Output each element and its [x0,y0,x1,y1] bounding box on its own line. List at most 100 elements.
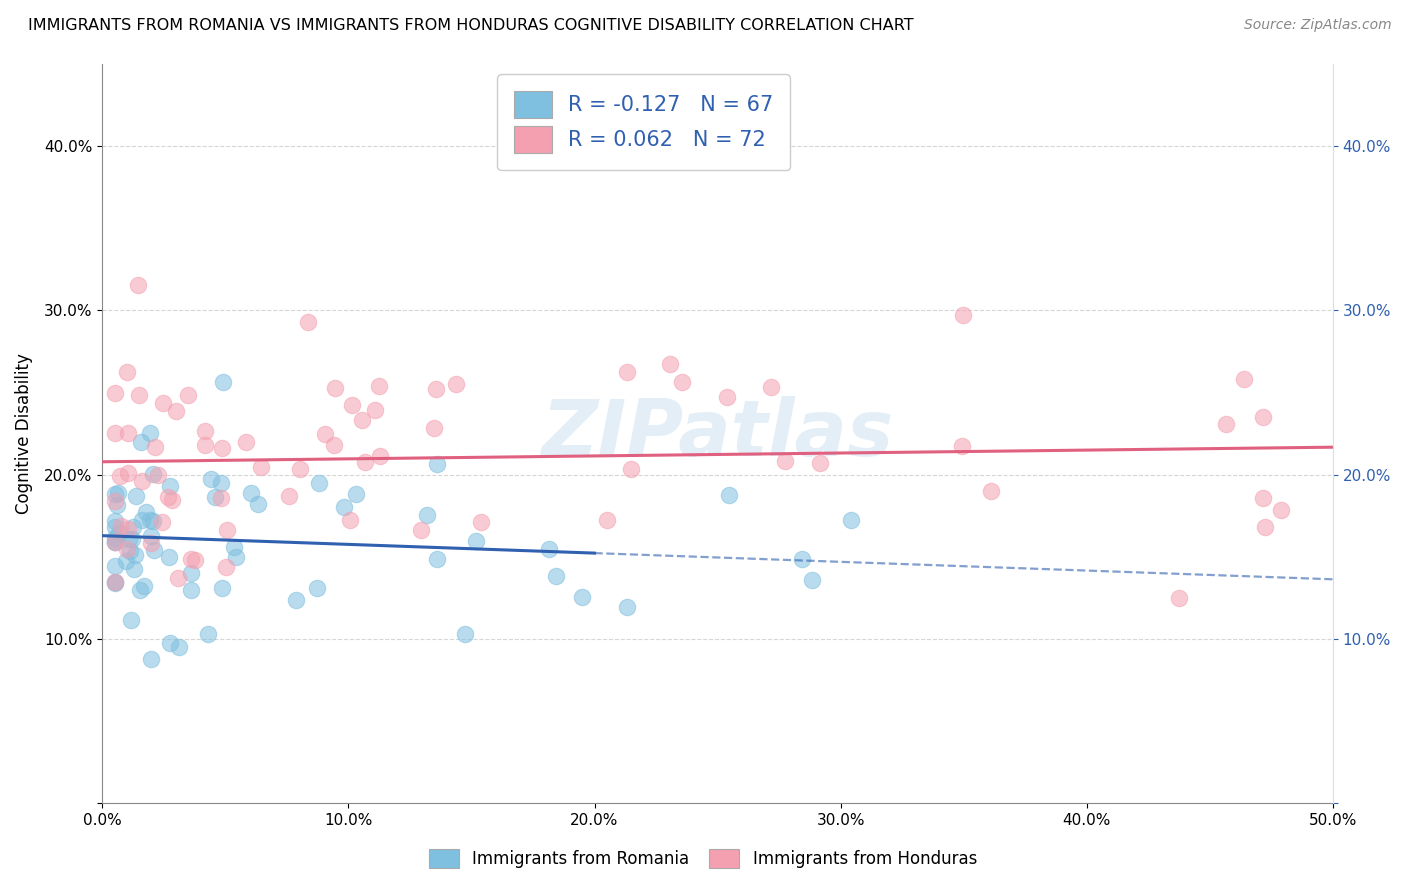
Point [333,500,356,514]
Point [115,554,138,568]
Point [131,513,153,527]
Point [211,441,233,455]
Point [115,542,138,557]
Legend: R = -0.127   N = 67, R = 0.062   N = 72: R = -0.127 N = 67, R = 0.062 N = 72 [498,74,790,169]
Point [225,549,247,564]
Point [759,380,782,394]
Point [352,413,374,427]
Point [212,375,235,389]
Point [297,315,319,329]
Point [215,523,238,537]
Point [157,549,180,564]
Point [110,519,132,533]
Point [240,485,263,500]
Point [1233,371,1256,385]
Point [104,519,127,533]
Point [211,581,233,595]
Point [115,365,138,379]
Point [808,456,831,470]
Point [139,529,162,543]
Point [323,438,346,452]
Point [1167,591,1189,606]
Point [104,514,127,528]
Point [952,309,974,323]
Point [344,487,367,501]
Point [127,278,149,293]
Point [142,467,165,481]
Point [364,402,387,417]
Point [839,513,862,527]
Point [108,525,131,540]
Point [422,421,444,435]
Point [671,375,693,389]
Point [104,575,127,590]
Point [659,357,682,371]
Point [546,569,568,583]
Point [1215,417,1237,431]
Point [139,536,162,550]
Point [194,438,217,452]
Point [571,590,593,604]
Point [131,435,153,450]
Point [121,520,143,534]
Point [128,583,150,598]
Point [159,636,181,650]
Point [104,558,127,573]
Point [1251,409,1274,424]
Point [193,425,215,439]
Point [104,535,127,549]
Point [247,496,270,510]
Point [980,483,1002,498]
Point [470,515,492,529]
Point [619,461,641,475]
Point [323,381,346,395]
Point [792,552,814,566]
Point [128,388,150,402]
Point [143,542,166,557]
Point [717,488,740,502]
Point [354,455,377,469]
Point [138,426,160,441]
Point [104,385,127,400]
Point [143,440,166,454]
Point [167,640,190,654]
Point [121,533,143,547]
Point [1251,491,1274,505]
Point [616,600,638,615]
Point [425,382,447,396]
Point [339,513,361,527]
Point [800,573,823,587]
Point [716,390,738,404]
Point [156,490,179,504]
Point [288,462,311,476]
Point [104,531,127,545]
Legend: Immigrants from Romania, Immigrants from Honduras: Immigrants from Romania, Immigrants from… [422,842,984,875]
Point [120,613,142,627]
Point [616,366,638,380]
Point [596,514,619,528]
Text: ZIPatlas: ZIPatlas [541,396,894,472]
Point [1253,520,1275,534]
Point [138,513,160,527]
Point [214,560,236,574]
Point [104,534,127,549]
Point [340,398,363,412]
Point [454,626,477,640]
Point [538,542,561,557]
Point [152,515,174,529]
Point [1270,503,1292,517]
Text: IMMIGRANTS FROM ROMANIA VS IMMIGRANTS FROM HONDURAS COGNITIVE DISABILITY CORRELA: IMMIGRANTS FROM ROMANIA VS IMMIGRANTS FR… [28,18,914,33]
Point [209,475,232,490]
Point [368,449,391,463]
Point [104,486,127,500]
Point [146,467,169,482]
Point [426,457,449,471]
Point [117,426,139,441]
Point [464,533,486,548]
Point [200,472,222,486]
Point [222,540,245,554]
Point [177,388,200,402]
Point [117,467,139,481]
Point [107,486,129,500]
Point [135,505,157,519]
